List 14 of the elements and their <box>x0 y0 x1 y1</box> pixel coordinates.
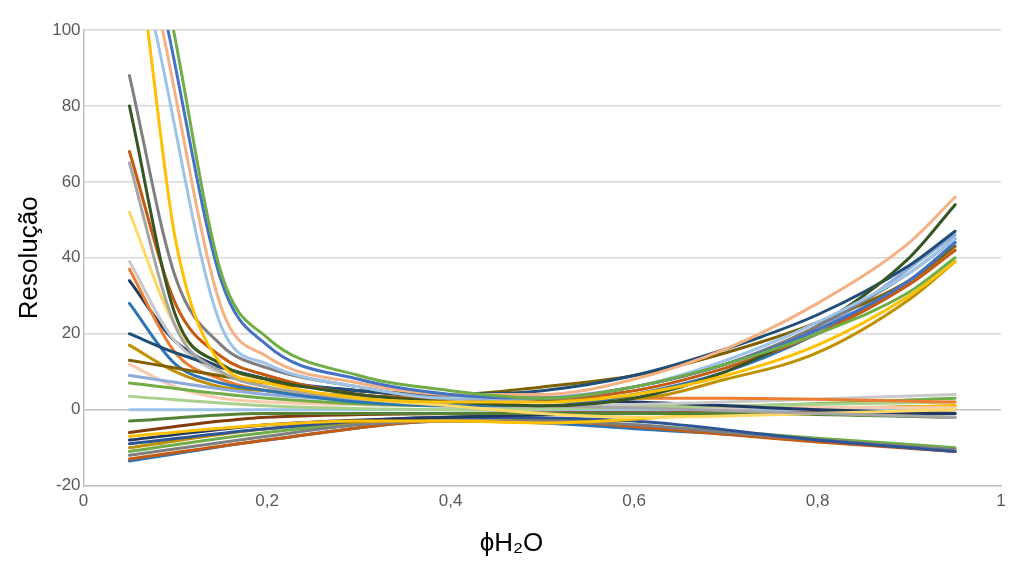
y-tick-label: 40 <box>61 247 81 267</box>
y-tick-label: 100 <box>52 19 81 39</box>
x-tick-label: 1 <box>996 491 1006 511</box>
y-axis-title: Resolução <box>12 196 43 320</box>
x-tick-label: 0,8 <box>805 491 830 511</box>
y-tick-label: 20 <box>61 323 81 343</box>
y-tick-label: 60 <box>61 171 81 191</box>
y-tick-label: 80 <box>61 95 81 115</box>
x-tick-label: 0,2 <box>255 491 279 511</box>
x-axis-title: ϕH₂O <box>478 526 545 558</box>
x-tick-label: 0,4 <box>438 491 463 511</box>
y-tick-label: 0 <box>71 399 81 419</box>
y-tick-label: -20 <box>55 475 81 495</box>
x-tick-label: 0,6 <box>622 491 646 511</box>
